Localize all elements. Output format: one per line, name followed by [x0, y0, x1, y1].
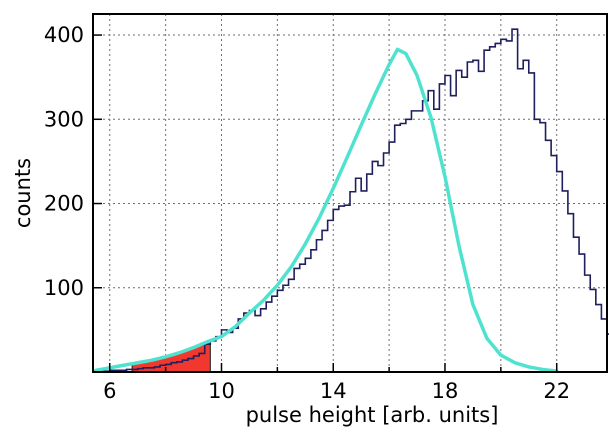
x-axis-title: pulse height [arb. units] — [246, 403, 499, 427]
y-tick-label: 200 — [44, 192, 84, 216]
histogram-series — [93, 28, 609, 372]
x-tick-label: 18 — [432, 379, 459, 403]
fit-curve-series — [94, 47, 559, 373]
x-tick-label: 14 — [320, 379, 347, 403]
plot-frame — [92, 13, 608, 373]
fit-curve — [94, 47, 559, 373]
x-tick-label: 10 — [208, 379, 235, 403]
y-tick-label: 400 — [44, 23, 84, 47]
x-tick-label: 22 — [543, 379, 570, 403]
y-tick-label: 100 — [44, 276, 84, 300]
y-axis-title: counts — [11, 158, 35, 228]
histogram-steps — [93, 28, 609, 372]
x-tick-label: 6 — [103, 379, 116, 403]
y-tick-label: 300 — [44, 107, 84, 131]
x-axis-ticks: 6 10 14 18 22 — [103, 363, 570, 403]
y-axis-ticks: 100 200 300 400 — [44, 23, 102, 300]
